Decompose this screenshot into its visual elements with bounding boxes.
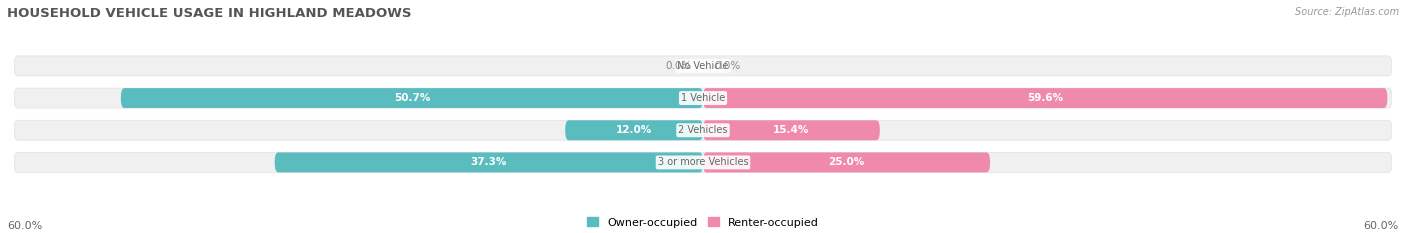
Text: Source: ZipAtlas.com: Source: ZipAtlas.com [1295,7,1399,17]
FancyBboxPatch shape [14,120,1392,140]
FancyBboxPatch shape [14,88,1392,108]
FancyBboxPatch shape [703,120,880,140]
Text: 1 Vehicle: 1 Vehicle [681,93,725,103]
Text: 50.7%: 50.7% [394,93,430,103]
Text: 37.3%: 37.3% [471,158,508,168]
Text: 12.0%: 12.0% [616,125,652,135]
FancyBboxPatch shape [274,152,703,172]
Text: No Vehicle: No Vehicle [678,61,728,71]
Text: 2 Vehicles: 2 Vehicles [678,125,728,135]
Text: 60.0%: 60.0% [7,221,42,231]
FancyBboxPatch shape [703,152,990,172]
Text: 15.4%: 15.4% [773,125,810,135]
Text: 60.0%: 60.0% [1364,221,1399,231]
FancyBboxPatch shape [703,88,1388,108]
FancyBboxPatch shape [565,120,703,140]
Text: HOUSEHOLD VEHICLE USAGE IN HIGHLAND MEADOWS: HOUSEHOLD VEHICLE USAGE IN HIGHLAND MEAD… [7,7,412,20]
Text: 3 or more Vehicles: 3 or more Vehicles [658,158,748,168]
FancyBboxPatch shape [14,152,1392,172]
Text: 25.0%: 25.0% [828,158,865,168]
FancyBboxPatch shape [14,56,1392,76]
Text: 0.0%: 0.0% [714,61,741,71]
Legend: Owner-occupied, Renter-occupied: Owner-occupied, Renter-occupied [586,217,820,228]
Text: 0.0%: 0.0% [665,61,692,71]
Text: 59.6%: 59.6% [1028,93,1063,103]
FancyBboxPatch shape [121,88,703,108]
